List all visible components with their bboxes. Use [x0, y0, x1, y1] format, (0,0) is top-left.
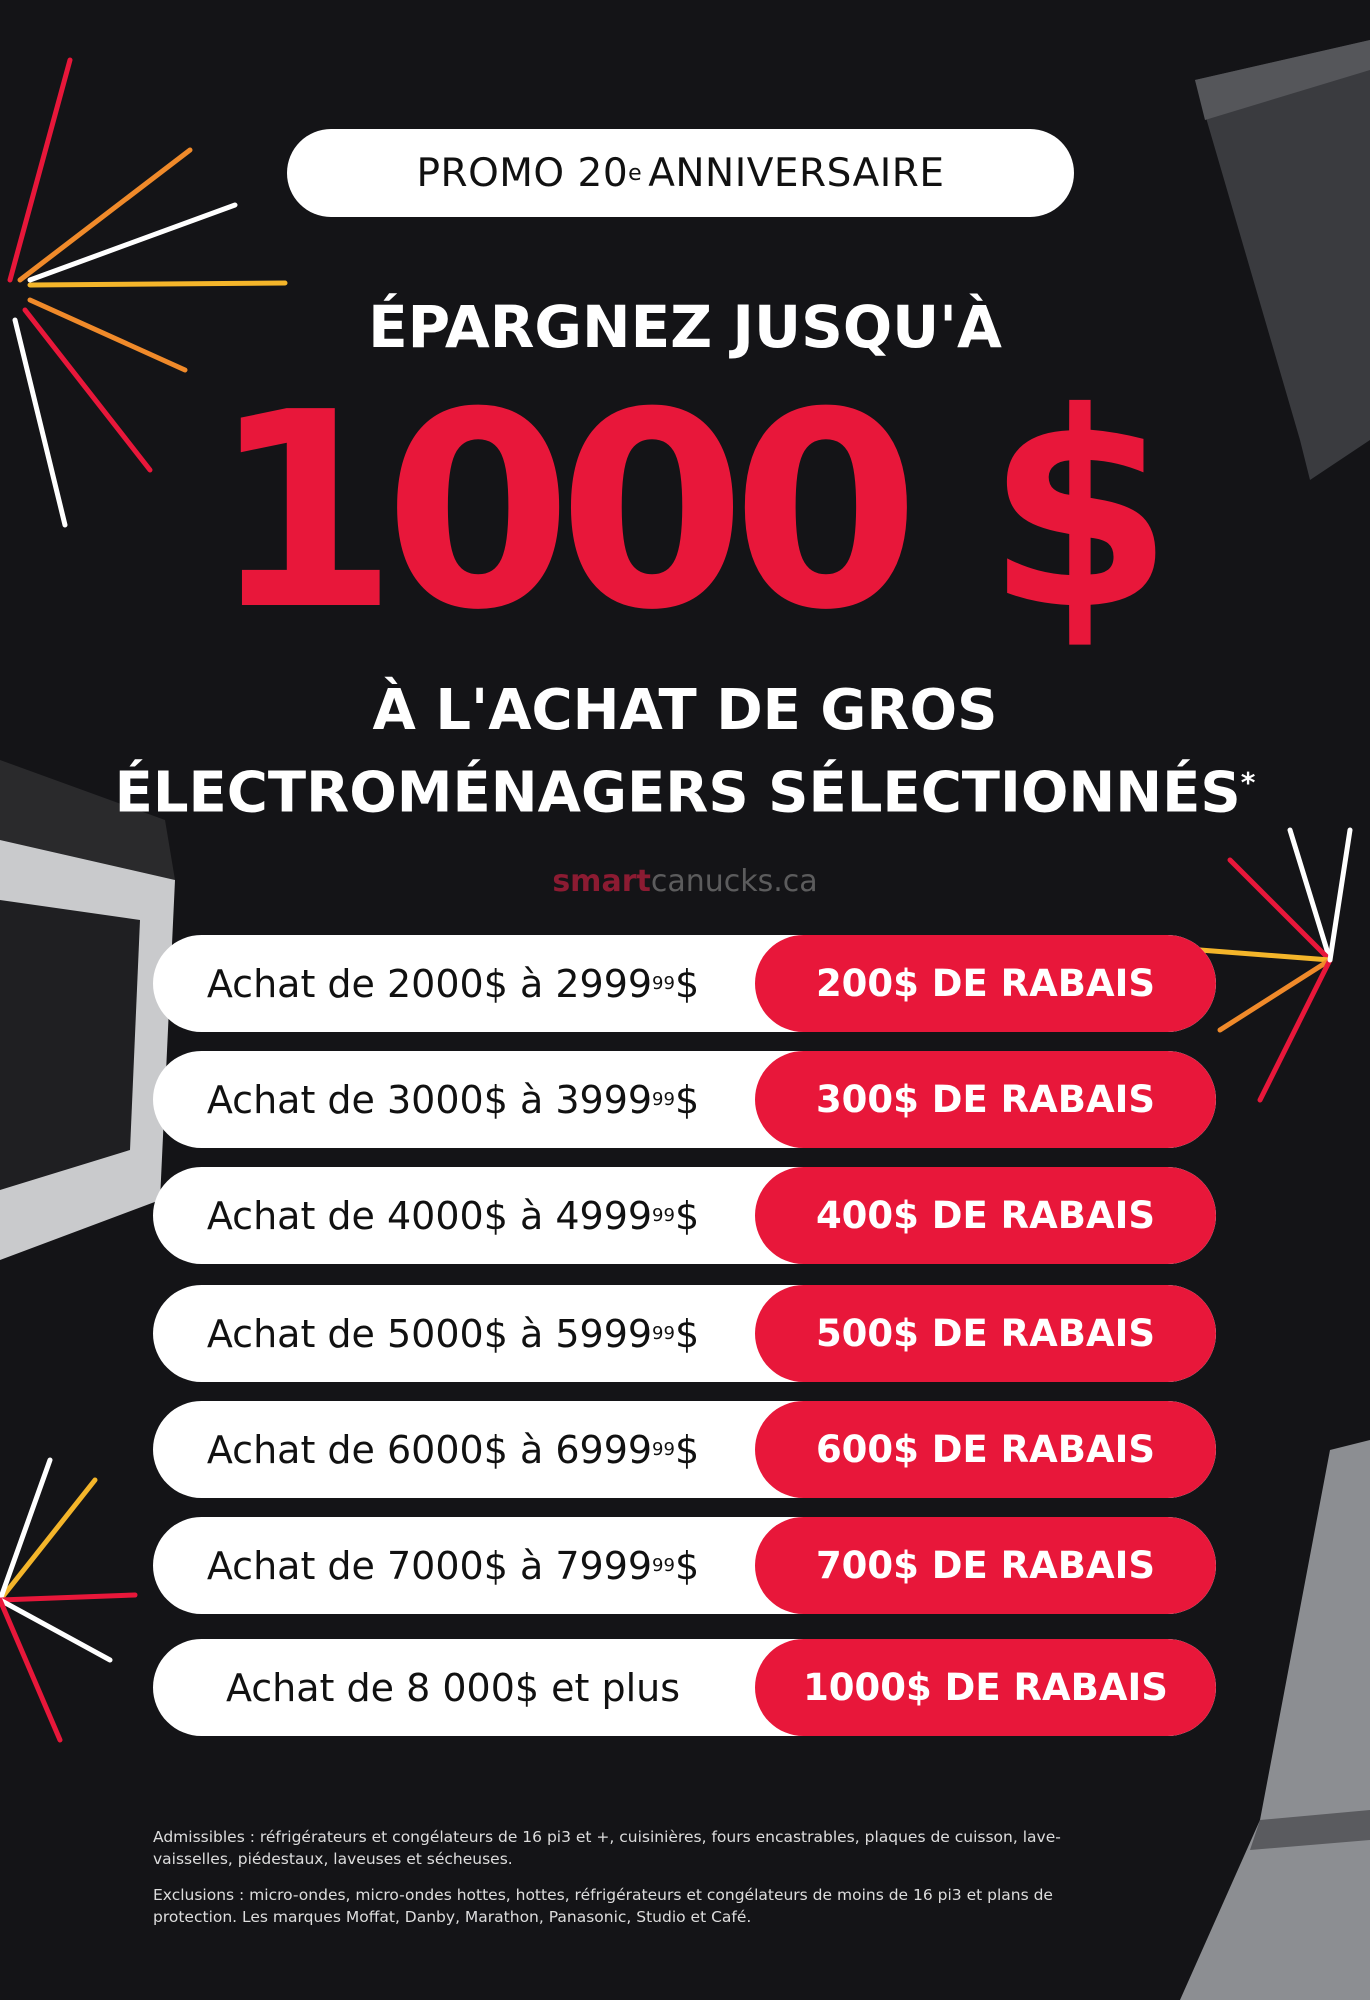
tier-range-text: Achat de 7000$ à 7999	[206, 1543, 653, 1588]
exclusions-note: Exclusions : micro-ondes, micro-ondes ho…	[153, 1886, 1053, 1926]
badge-sup: e	[628, 160, 643, 186]
tier-range-cents: 99	[652, 973, 675, 994]
subline-2: ÉLECTROMÉNAGERS SÉLECTIONNÉS	[114, 760, 1241, 826]
tier-range: Achat de 2000$ à 2999 99 $	[153, 935, 753, 1032]
tier-range: Achat de 8 000$ et plus	[153, 1639, 753, 1736]
tier-range-cents: 99	[652, 1089, 675, 1110]
tier-range: Achat de 3000$ à 3999 99 $	[153, 1051, 753, 1148]
tier-range-text: Achat de 4000$ à 4999	[206, 1193, 653, 1238]
watermark: smartcanucks.ca	[0, 862, 1370, 902]
tier-discount: 300$ DE RABAIS	[755, 1051, 1216, 1148]
tier-range-suffix: $	[674, 1193, 700, 1238]
tier-row: Achat de 6000$ à 6999 99 $600$ DE RABAIS	[153, 1401, 1216, 1498]
tier-discount: 700$ DE RABAIS	[755, 1517, 1216, 1614]
fireworks-icon	[0, 57, 1353, 1743]
tier-range-text: Achat de 8 000$ et plus	[225, 1665, 681, 1710]
tier-discount: 1000$ DE RABAIS	[755, 1639, 1216, 1736]
tier-range: Achat de 7000$ à 7999 99 $	[153, 1517, 753, 1614]
tier-discount: 600$ DE RABAIS	[755, 1401, 1216, 1498]
tier-range-suffix: $	[674, 1311, 700, 1356]
tier-range-text: Achat de 2000$ à 2999	[206, 961, 653, 1006]
refrigerator-image	[1180, 1440, 1370, 2000]
watermark-b: canucks.ca	[650, 864, 818, 899]
tier-range-cents: 99	[652, 1555, 675, 1576]
savings-amount: 1000 $	[210, 354, 1173, 669]
tier-range: Achat de 6000$ à 6999 99 $	[153, 1401, 753, 1498]
subheadline: À L'ACHAT DE GROS ÉLECTROMÉNAGERS SÉLECT…	[0, 675, 1370, 830]
tier-range-suffix: $	[674, 1077, 700, 1122]
subline-1: À L'ACHAT DE GROS	[372, 678, 998, 743]
tier-range-suffix: $	[674, 961, 700, 1006]
tier-range: Achat de 5000$ à 5999 99 $	[153, 1285, 753, 1382]
promo-badge: PROMO 20 e ANNIVERSAIRE	[287, 129, 1074, 217]
tier-discount: 200$ DE RABAIS	[755, 935, 1216, 1032]
badge-rest: ANNIVERSAIRE	[648, 150, 945, 196]
badge-text: PROMO 20	[416, 150, 629, 196]
tier-range-cents: 99	[652, 1439, 675, 1460]
tier-range-text: Achat de 3000$ à 3999	[206, 1077, 653, 1122]
tier-discount: 500$ DE RABAIS	[755, 1285, 1216, 1382]
tier-range-text: Achat de 5000$ à 5999	[206, 1311, 653, 1356]
tier-row: Achat de 7000$ à 7999 99 $700$ DE RABAIS	[153, 1517, 1216, 1614]
tier-discount: 400$ DE RABAIS	[755, 1167, 1216, 1264]
tier-row: Achat de 5000$ à 5999 99 $500$ DE RABAIS	[153, 1285, 1216, 1382]
tier-range-text: Achat de 6000$ à 6999	[206, 1427, 653, 1472]
watermark-a: smart	[552, 864, 651, 899]
tier-range-cents: 99	[652, 1205, 675, 1226]
tier-range-suffix: $	[674, 1543, 700, 1588]
eligible-note: Admissibles : réfrigérateurs et congélat…	[153, 1828, 1061, 1868]
tier-range: Achat de 4000$ à 4999 99 $	[153, 1167, 753, 1264]
tier-row: Achat de 8 000$ et plus 1000$ DE RABAIS	[153, 1639, 1216, 1736]
tier-row: Achat de 3000$ à 3999 99 $300$ DE RABAIS	[153, 1051, 1216, 1148]
tier-range-suffix: $	[674, 1427, 700, 1472]
footer: Admissibles : réfrigérateurs et congélat…	[153, 1826, 1073, 1942]
dishwasher-image	[1195, 40, 1370, 480]
tier-row: Achat de 2000$ à 2999 99 $200$ DE RABAIS	[153, 935, 1216, 1032]
range-oven-image	[0, 760, 175, 1260]
tier-row: Achat de 4000$ à 4999 99 $400$ DE RABAIS	[153, 1167, 1216, 1264]
headline: ÉPARGNEZ JUSQU'À	[368, 293, 1002, 361]
asterisk: *	[1240, 766, 1256, 799]
tier-range-cents: 99	[652, 1323, 675, 1344]
